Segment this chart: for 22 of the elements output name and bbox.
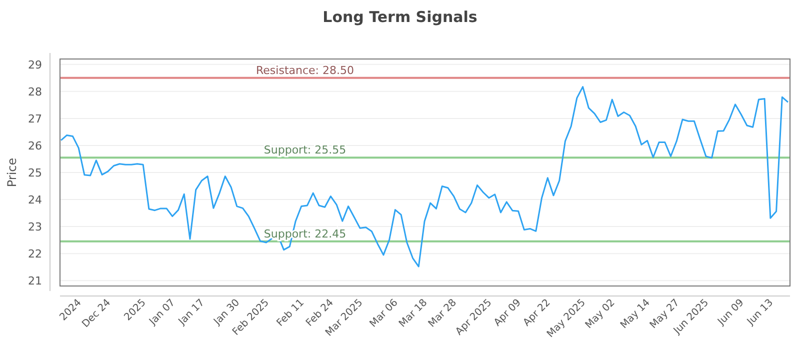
ref-line-label: Resistance: 28.50 (256, 64, 354, 77)
y-tick-label: 26 (28, 139, 42, 152)
x-tick-label: Jan 17 (176, 297, 207, 328)
chart-title: Long Term Signals (322, 8, 478, 26)
y-tick-label: 29 (28, 58, 42, 72)
y-tick-label: 22 (28, 247, 42, 260)
y-tick-label: 27 (28, 112, 42, 126)
x-tick-label: Apr 09 (492, 297, 524, 329)
y-tick-label: 24 (28, 193, 42, 206)
y-tick-label: 23 (28, 220, 42, 234)
ref-line-label: Support: 25.55 (264, 144, 346, 157)
y-tick-label: 25 (28, 166, 42, 180)
x-tick-label: Feb 11 (274, 297, 306, 329)
x-tick-label: Jan 07 (146, 297, 178, 328)
x-tick-label: Apr 22 (521, 297, 553, 329)
x-tick-label: Jun 13 (744, 297, 776, 328)
y-tick-label: 28 (28, 85, 42, 98)
x-tick-label: Jun 09 (715, 297, 746, 328)
x-tick-label: Dec 24 (80, 297, 114, 330)
y-tick-label: 21 (28, 274, 42, 288)
line-series (60, 86, 789, 268)
y-axis-title: Price (5, 158, 19, 188)
